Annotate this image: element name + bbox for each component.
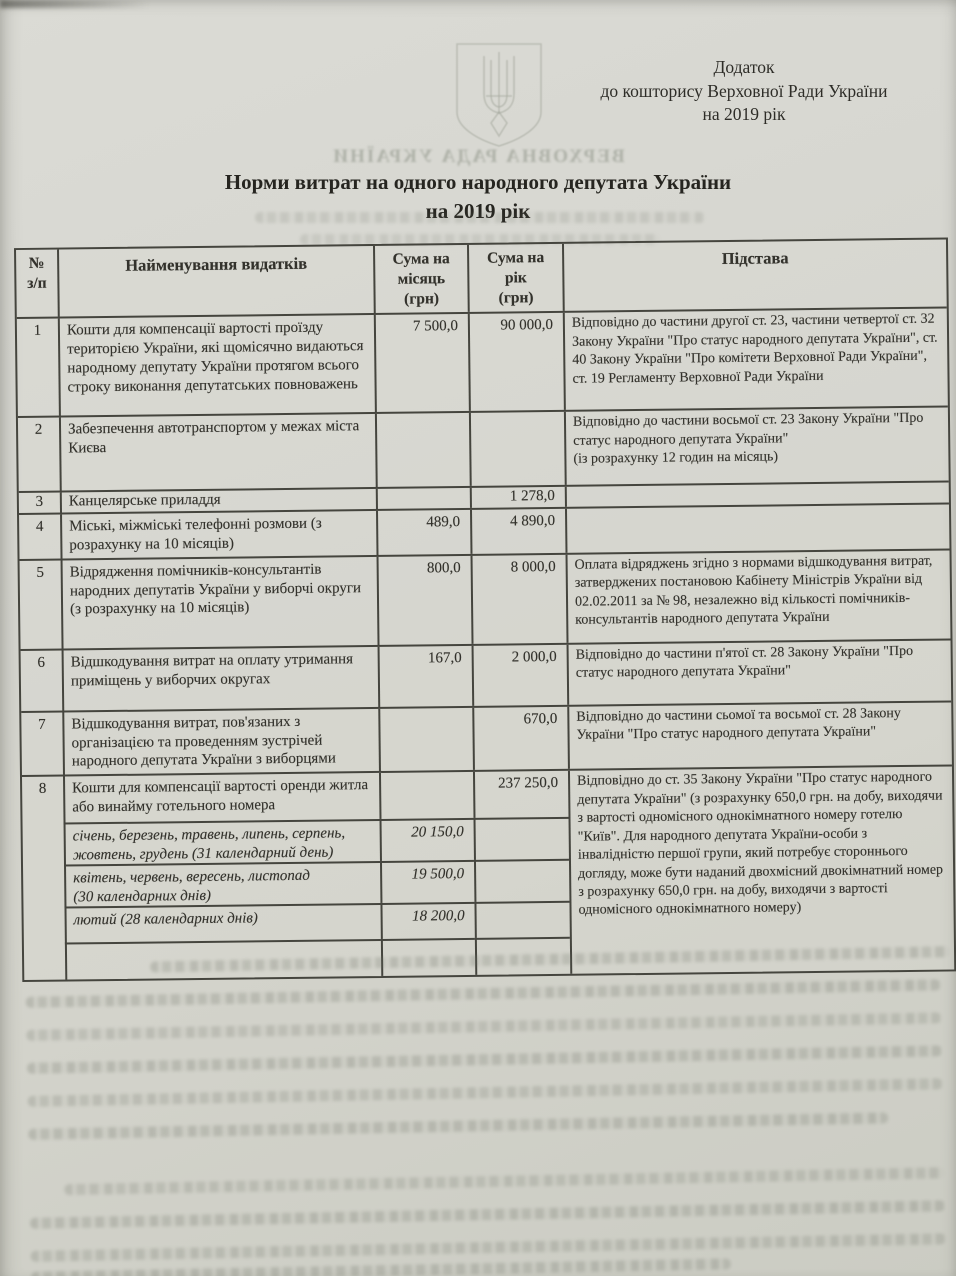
photo-edge-shadow	[0, 0, 150, 8]
annex-line: до кошторису Верховної Ради України	[600, 80, 888, 101]
bleed-through-line	[64, 1167, 945, 1196]
bleed-through-line	[27, 1078, 943, 1107]
bleed-through-line	[29, 1200, 945, 1229]
bleed-through-line	[26, 1012, 942, 1041]
annex-line: Додаток	[713, 57, 775, 77]
bleed-through-line	[25, 979, 941, 1008]
document-title: Норми витрат на одного народного депутат…	[0, 168, 956, 226]
bleed-through-line	[30, 1258, 732, 1276]
ukraine-trident-watermark-icon	[456, 43, 542, 147]
title-line: на 2019 рік	[425, 199, 531, 223]
bleed-through-line	[300, 234, 660, 245]
annex-block: Додаток до кошторису Верховної Ради Укра…	[579, 56, 909, 127]
bleed-through-line	[28, 1112, 889, 1140]
annex-line: на 2019 рік	[702, 104, 786, 124]
bleed-through-line	[30, 1233, 946, 1262]
bleed-through-line	[255, 212, 705, 223]
title-line: Норми витрат на одного народного депутат…	[224, 170, 732, 194]
bleed-through-line	[150, 946, 951, 973]
bleed-through-line	[26, 1045, 943, 1074]
